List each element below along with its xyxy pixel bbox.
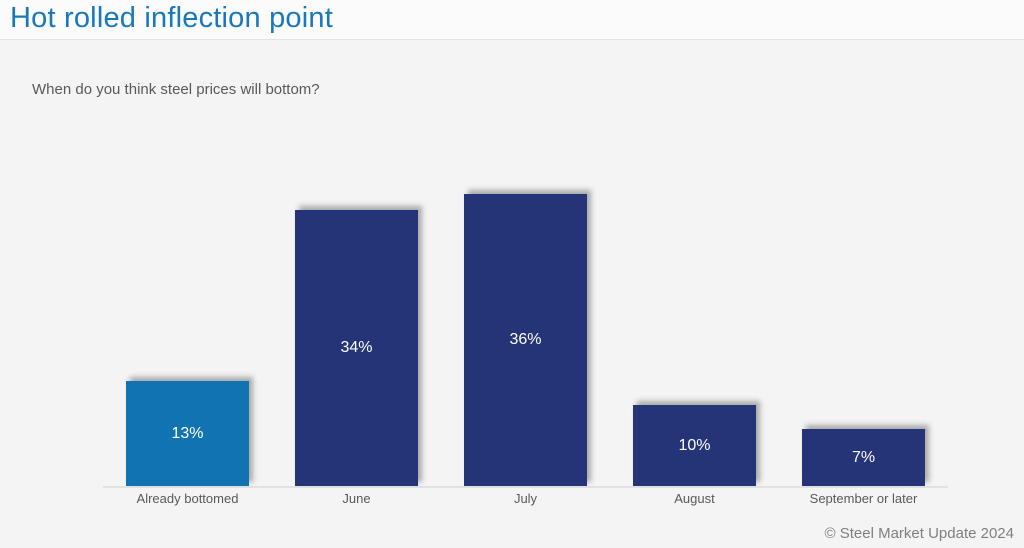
x-axis-label: Already bottomed (136, 491, 239, 506)
bar-chart: 13% 34% 36% 10% 7% (103, 170, 948, 516)
x-axis-label: June (342, 491, 371, 506)
bar-group-september-or-later: 7% (779, 170, 948, 486)
bar-september-or-later: 7% (802, 429, 925, 486)
bar-june: 34% (295, 210, 418, 486)
plot-area: 13% 34% 36% 10% 7% (103, 170, 948, 488)
bar-value-label: 13% (171, 424, 204, 442)
copyright: © Steel Market Update 2024 (824, 525, 1015, 542)
x-axis-labels: Already bottomed June July August Septem… (103, 491, 948, 506)
bar-july: 36% (464, 194, 587, 486)
x-axis-label: August (674, 491, 715, 506)
chart-question: When do you think steel prices will bott… (32, 81, 320, 98)
bar-value-label: 34% (340, 339, 373, 356)
bar-value-label: 10% (678, 436, 711, 454)
bar-august: 10% (633, 405, 756, 486)
bar-group-july: 36% (441, 170, 610, 486)
page-title: Hot rolled inflection point (10, 2, 333, 34)
x-axis-label: September or later (809, 491, 918, 506)
bar-group-august: 10% (610, 170, 779, 486)
bar-group-already-bottomed: 13% (103, 170, 272, 486)
title-bar: Hot rolled inflection point (0, 0, 1024, 40)
bar-already-bottomed: 13% (126, 381, 249, 486)
bar-value-label: 7% (851, 448, 876, 466)
x-axis-label: July (513, 491, 538, 506)
bar-value-label: 36% (509, 331, 542, 348)
bar-group-june: 34% (272, 170, 441, 486)
